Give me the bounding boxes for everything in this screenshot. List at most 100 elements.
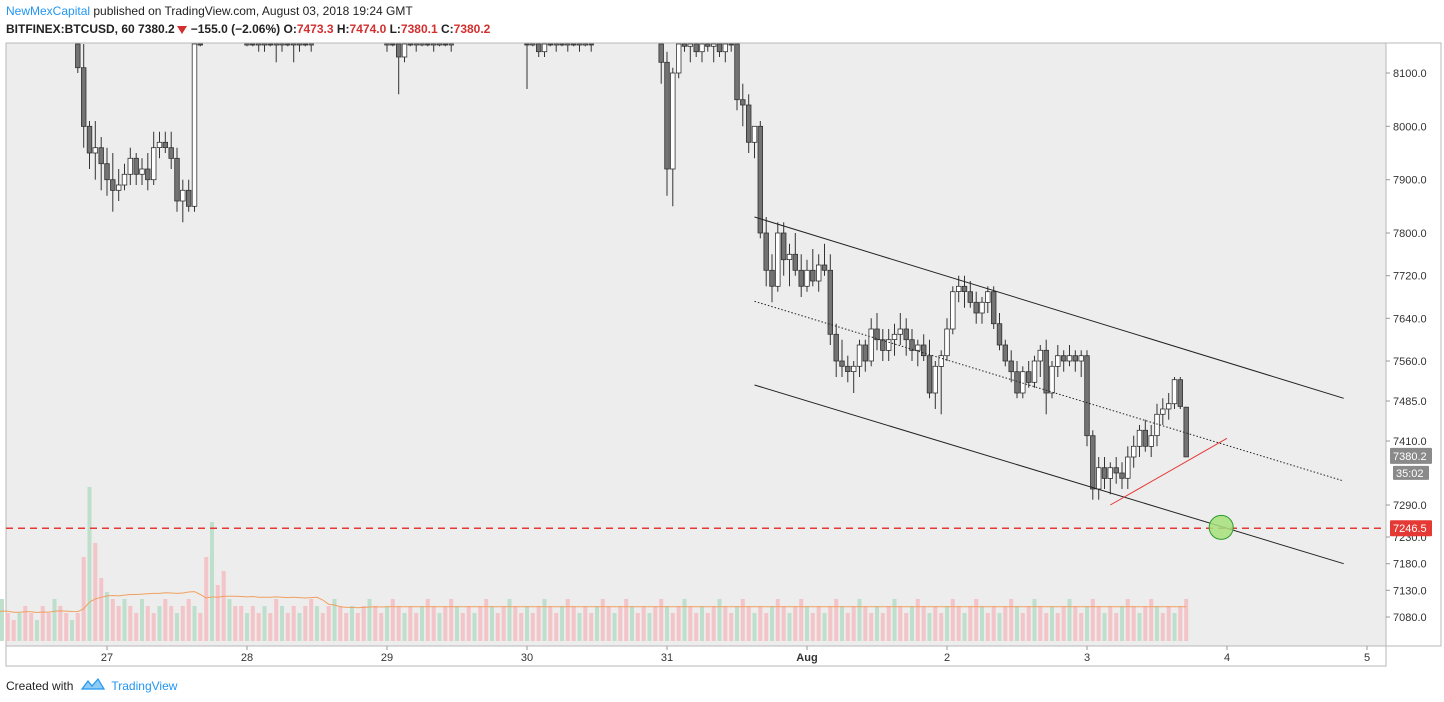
candle-up[interactable]	[244, 43, 250, 46]
candle-up[interactable]	[687, 43, 693, 47]
candle-down[interactable]	[425, 43, 431, 46]
candle-down[interactable]	[1101, 467, 1108, 479]
candle-down[interactable]	[740, 99, 746, 106]
candle-up[interactable]	[775, 232, 781, 287]
candle-down[interactable]	[1113, 467, 1119, 474]
candle-up[interactable]	[436, 43, 443, 46]
candle-up[interactable]	[191, 43, 198, 207]
candle-down[interactable]	[302, 43, 308, 46]
candle-down[interactable]	[547, 43, 553, 46]
candle-up[interactable]	[1031, 360, 1038, 383]
candle-down[interactable]	[926, 355, 933, 394]
candle-up[interactable]	[150, 147, 157, 181]
candle-down[interactable]	[250, 43, 256, 46]
candle-up[interactable]	[413, 43, 419, 46]
candle-down[interactable]	[75, 43, 81, 69]
candle-up[interactable]	[804, 269, 810, 287]
candle-down[interactable]	[862, 344, 868, 362]
candle-up[interactable]	[944, 328, 950, 357]
candle-up[interactable]	[448, 43, 454, 46]
candle-up[interactable]	[786, 253, 793, 261]
candle-down[interactable]	[967, 291, 973, 303]
candle-down[interactable]	[536, 43, 542, 53]
candle-up[interactable]	[419, 43, 425, 46]
candle-down[interactable]	[880, 339, 886, 351]
candle-up[interactable]	[127, 157, 133, 175]
candle-up[interactable]	[290, 43, 297, 46]
candle-up[interactable]	[1037, 349, 1043, 362]
candle-up[interactable]	[308, 43, 314, 46]
candle-down[interactable]	[769, 269, 775, 287]
candle-down[interactable]	[86, 125, 93, 154]
candle-down[interactable]	[1026, 371, 1032, 383]
channel-mid-line[interactable]	[754, 300, 1344, 482]
candle-up[interactable]	[868, 328, 874, 362]
candle-up[interactable]	[956, 285, 962, 292]
candle-down[interactable]	[162, 141, 168, 149]
candle-down[interactable]	[442, 43, 448, 46]
candle-down[interactable]	[1090, 435, 1096, 490]
candle-up[interactable]	[121, 173, 128, 186]
candle-down[interactable]	[395, 43, 402, 58]
candle-up[interactable]	[1055, 355, 1061, 367]
candle-up[interactable]	[92, 147, 98, 154]
candle-down[interactable]	[168, 147, 174, 159]
channel-upper-line[interactable]	[754, 216, 1344, 399]
candle-up[interactable]	[1160, 408, 1166, 415]
candle-down[interactable]	[267, 43, 273, 46]
candle-down[interactable]	[716, 43, 723, 53]
candle-down[interactable]	[1061, 355, 1067, 362]
candle-up[interactable]	[851, 365, 857, 372]
candle-up[interactable]	[915, 344, 921, 351]
price-axis[interactable]	[1385, 42, 1442, 647]
candle-up[interactable]	[816, 264, 822, 282]
candle-up[interactable]	[932, 365, 938, 394]
candle-up[interactable]	[116, 184, 122, 191]
candle-up[interactable]	[1066, 355, 1073, 362]
candle-down[interactable]	[845, 365, 851, 372]
candle-up[interactable]	[576, 43, 583, 46]
candle-down[interactable]	[792, 253, 798, 271]
candle-up[interactable]	[582, 43, 588, 46]
candle-up[interactable]	[261, 43, 268, 46]
candle-down[interactable]	[1014, 371, 1020, 394]
tradingview-link[interactable]: TradingView	[111, 678, 178, 693]
candle-down[interactable]	[693, 43, 699, 53]
candle-down[interactable]	[874, 328, 880, 341]
candle-down[interactable]	[1002, 344, 1008, 362]
candle-down[interactable]	[1084, 355, 1090, 437]
candle-down[interactable]	[681, 43, 688, 47]
candle-up[interactable]	[897, 328, 903, 335]
candle-down[interactable]	[903, 328, 909, 341]
candle-up[interactable]	[296, 43, 303, 46]
candle-down[interactable]	[571, 43, 577, 46]
candle-down[interactable]	[1119, 472, 1125, 479]
candle-down[interactable]	[664, 61, 670, 170]
candle-down[interactable]	[1142, 429, 1148, 447]
candle-down[interactable]	[1008, 360, 1014, 373]
candle-up[interactable]	[1107, 467, 1113, 479]
candle-down[interactable]	[921, 344, 927, 357]
candle-down[interactable]	[839, 360, 845, 367]
candle-down[interactable]	[705, 43, 711, 47]
candle-up[interactable]	[255, 43, 262, 46]
candle-down[interactable]	[1183, 406, 1189, 458]
candle-up[interactable]	[950, 291, 956, 330]
candle-up[interactable]	[670, 72, 676, 170]
candle-down[interactable]	[991, 291, 997, 325]
candle-up[interactable]	[180, 189, 186, 202]
candle-up[interactable]	[273, 43, 279, 46]
candle-up[interactable]	[856, 344, 863, 367]
candle-down[interactable]	[996, 323, 1003, 346]
candle-up[interactable]	[1049, 365, 1055, 394]
candle-down[interactable]	[133, 157, 139, 175]
candle-down[interactable]	[407, 43, 413, 46]
candle-down[interactable]	[798, 269, 804, 287]
candle-down[interactable]	[174, 157, 180, 202]
candle-up[interactable]	[699, 43, 705, 53]
candle-down[interactable]	[185, 189, 192, 207]
candle-up[interactable]	[530, 43, 536, 46]
author-link[interactable]: NewMexCapital	[6, 4, 91, 18]
candle-down[interactable]	[559, 43, 565, 46]
